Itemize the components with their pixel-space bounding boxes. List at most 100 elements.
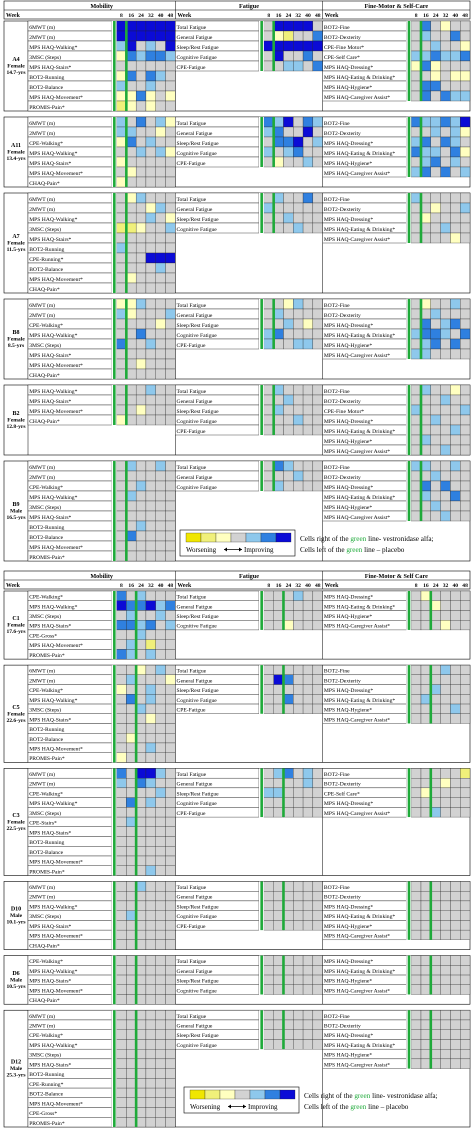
measure-label: MPS HAQ-Movement*: [29, 545, 83, 551]
measure-label: BOT2-Dexterity: [324, 313, 361, 319]
heat-cell: [411, 384, 422, 396]
heat-cell: [155, 470, 166, 482]
measure-label: 2MWT (m): [29, 312, 55, 319]
heat-cell: [273, 116, 284, 128]
measure-label: CPE-Walking*: [29, 959, 63, 965]
heat-cell: [293, 30, 304, 42]
measure-label: PROMIS-Pain*: [29, 653, 65, 659]
heat-cell: [135, 262, 147, 274]
heat-cell: [145, 146, 156, 158]
heat-cell: [283, 600, 294, 611]
heat-cell: [165, 694, 176, 705]
heat-cell: [165, 955, 176, 966]
heat-cell: [450, 807, 461, 818]
heat-cell: [116, 394, 127, 406]
green-bar: [113, 665, 116, 763]
legend-note-line1: Cells right of the green line- vestronid…: [304, 1092, 438, 1100]
heat-cell: [273, 807, 284, 818]
patient-age: 13.4-yrs: [6, 156, 26, 162]
heat-cell: [263, 1019, 274, 1030]
heat-cell: [440, 404, 451, 416]
measure-label: MPS HAQ-Dressing*: [324, 323, 373, 329]
heat-cell: [155, 156, 166, 168]
heat-cell: [430, 787, 441, 798]
heat-cell: [116, 891, 127, 902]
heat-cell: [126, 994, 137, 1005]
heat-cell: [460, 116, 471, 128]
heat-cell: [450, 80, 461, 92]
heat-cell: [165, 212, 176, 224]
heat-cell: [135, 50, 147, 62]
heat-cell: [430, 713, 441, 724]
patient-sex: Female: [7, 337, 25, 343]
heat-cell: [460, 1039, 471, 1050]
measure-label: MPS HAQ-Caregiver Assist*: [324, 237, 390, 243]
heat-cell: [420, 600, 431, 611]
heat-cell: [430, 20, 441, 32]
measure-label: MPS HAQ-Caregiver Assist*: [324, 449, 390, 455]
heat-cell: [283, 328, 294, 340]
week-tick-label: 32: [443, 583, 449, 589]
heat-cell: [411, 40, 422, 52]
heat-cell: [126, 826, 137, 837]
heat-cell: [440, 920, 451, 931]
heat-cell: [273, 308, 284, 320]
heat-cell: [440, 212, 451, 224]
heat-cell: [312, 126, 323, 138]
heat-cell: [165, 797, 176, 808]
heat-cell: [430, 610, 441, 621]
heat-cell: [155, 694, 166, 705]
heat-cell: [312, 40, 323, 52]
heat-cell: [420, 974, 431, 985]
heat-cell: [293, 126, 304, 138]
heat-cell: [165, 176, 176, 188]
heat-cell: [165, 272, 176, 284]
section-title: Mobility: [90, 573, 114, 580]
measure-label: BOT2-Running: [29, 75, 64, 81]
heat-cell: [283, 965, 294, 976]
measure-label: CPE-Running*: [29, 1082, 63, 1088]
heat-cell: [302, 807, 314, 818]
heat-cell: [263, 424, 274, 436]
legend-swatch: [219, 1089, 236, 1100]
measure-label-cell: [322, 232, 407, 244]
heat-cell: [126, 156, 137, 168]
heat-cell: [116, 358, 127, 370]
heat-cell: [165, 836, 176, 847]
heat-cell: [273, 1019, 284, 1030]
heat-cell: [135, 1039, 147, 1050]
heat-cell: [165, 50, 176, 62]
heat-cell: [302, 664, 314, 675]
heat-cell: [420, 470, 431, 482]
heat-cell: [126, 368, 137, 380]
heat-cell: [135, 910, 147, 921]
heat-cell: [430, 232, 441, 244]
heat-cell: [116, 590, 127, 601]
heat-cell: [450, 490, 461, 502]
heat-cell: [165, 1087, 176, 1098]
heat-cell: [302, 40, 314, 52]
heat-cell: [293, 674, 304, 685]
heat-cell: [116, 684, 127, 695]
heat-cell: [145, 550, 156, 562]
heat-cell: [155, 50, 166, 62]
heat-cell: [273, 797, 284, 808]
heat-cell: [460, 1058, 471, 1069]
heat-cell: [302, 404, 314, 416]
green-bar: [260, 768, 263, 818]
heat-cell: [273, 610, 284, 621]
heat-cell: [430, 146, 441, 158]
heat-cell: [450, 881, 461, 892]
green-bar: [260, 21, 263, 71]
green-bar: [113, 768, 116, 876]
week-tick-label: 32: [148, 583, 154, 589]
measure-label: CPE-Walking*: [29, 688, 63, 694]
heat-cell: [440, 965, 451, 976]
measure-label: CPE-Walking*: [29, 595, 63, 601]
heat-cell: [135, 778, 147, 789]
heat-cell: [302, 480, 314, 492]
